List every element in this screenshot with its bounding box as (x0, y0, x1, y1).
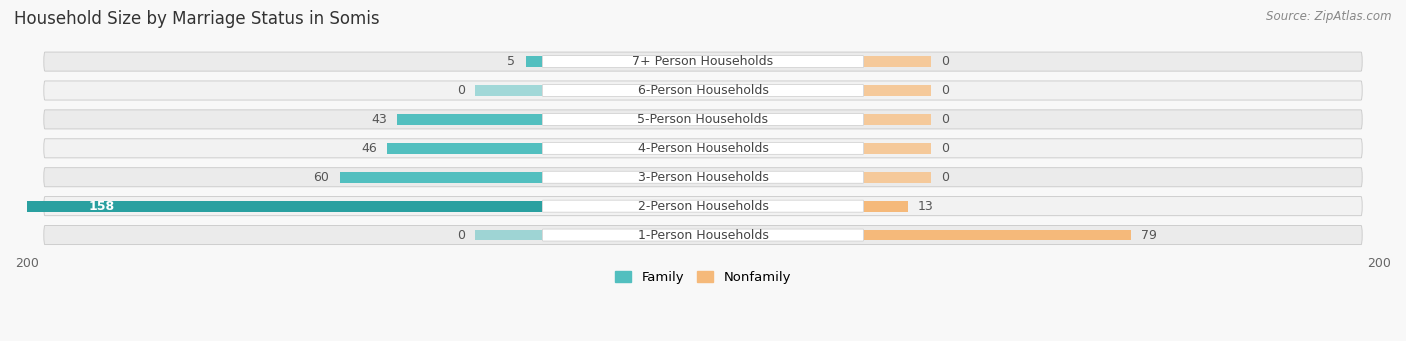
Bar (396, 114, 543, 125)
FancyBboxPatch shape (543, 85, 863, 97)
Text: 60: 60 (314, 171, 329, 184)
Text: 79: 79 (1140, 228, 1157, 241)
FancyBboxPatch shape (543, 114, 863, 125)
FancyBboxPatch shape (543, 200, 863, 212)
FancyBboxPatch shape (44, 81, 1362, 100)
Bar (863, 201, 907, 211)
FancyBboxPatch shape (543, 229, 863, 241)
FancyBboxPatch shape (44, 168, 1362, 187)
Bar (863, 114, 931, 125)
Text: 7+ Person Households: 7+ Person Households (633, 55, 773, 68)
Text: 0: 0 (941, 55, 949, 68)
Text: 5: 5 (508, 55, 516, 68)
FancyBboxPatch shape (44, 225, 1362, 244)
Legend: Family, Nonfamily: Family, Nonfamily (610, 266, 796, 290)
FancyBboxPatch shape (44, 52, 1362, 71)
Text: 0: 0 (941, 84, 949, 97)
Text: 0: 0 (457, 228, 465, 241)
Text: 43: 43 (371, 113, 387, 126)
Text: 6-Person Households: 6-Person Households (637, 84, 769, 97)
Bar (475, 229, 543, 240)
Bar (8, 201, 543, 211)
Text: 3-Person Households: 3-Person Households (637, 171, 769, 184)
Bar (526, 56, 543, 67)
Text: Source: ZipAtlas.com: Source: ZipAtlas.com (1267, 10, 1392, 23)
Bar (340, 172, 543, 183)
FancyBboxPatch shape (44, 139, 1362, 158)
Text: 4-Person Households: 4-Person Households (637, 142, 769, 155)
Text: 158: 158 (89, 199, 114, 213)
FancyBboxPatch shape (44, 197, 1362, 216)
Bar (863, 172, 931, 183)
Bar (475, 85, 543, 96)
FancyBboxPatch shape (44, 110, 1362, 129)
FancyBboxPatch shape (543, 171, 863, 183)
Bar (863, 85, 931, 96)
Bar (863, 56, 931, 67)
Text: 0: 0 (941, 142, 949, 155)
Text: Household Size by Marriage Status in Somis: Household Size by Marriage Status in Som… (14, 10, 380, 28)
Bar (863, 143, 931, 154)
Text: 5-Person Households: 5-Person Households (637, 113, 769, 126)
Text: 2-Person Households: 2-Person Households (637, 199, 769, 213)
Text: 46: 46 (361, 142, 377, 155)
Text: 0: 0 (941, 171, 949, 184)
Text: 0: 0 (941, 113, 949, 126)
FancyBboxPatch shape (543, 56, 863, 68)
Text: 0: 0 (457, 84, 465, 97)
FancyBboxPatch shape (543, 142, 863, 154)
Text: 1-Person Households: 1-Person Households (637, 228, 769, 241)
Bar (863, 229, 1130, 240)
Bar (387, 143, 543, 154)
Text: 13: 13 (918, 199, 934, 213)
